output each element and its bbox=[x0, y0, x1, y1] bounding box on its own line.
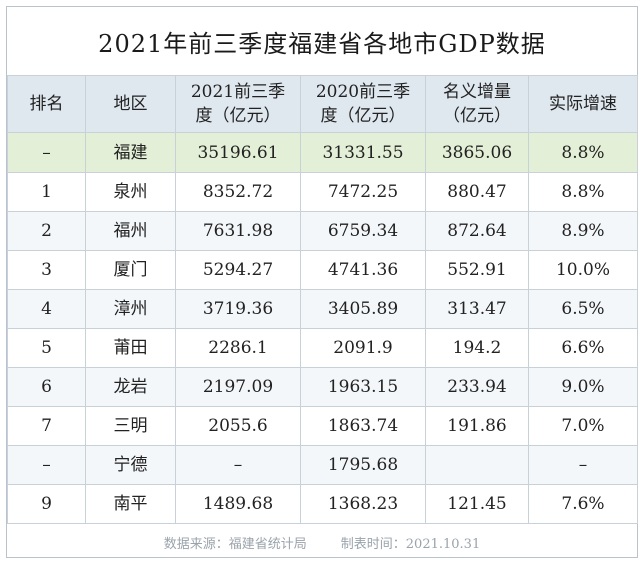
cell-region: 厦门 bbox=[85, 250, 176, 290]
table-row-total: – 福建 35196.61 31331.55 3865.06 8.8% bbox=[7, 132, 638, 173]
cell-gdp-2021: 1489.68 bbox=[175, 484, 301, 524]
cell-increase: 191.86 bbox=[425, 406, 529, 446]
table-footer: 数据来源：福建省统计局 制表时间：2021.10.31 bbox=[7, 524, 637, 560]
gdp-table: 排名 地区 2021前三季 度（亿元） 2020前三季 度（亿元） 名义增量 （… bbox=[7, 75, 638, 524]
cell-rank: 6 bbox=[7, 367, 86, 407]
cell-growth: 8.8% bbox=[528, 172, 638, 212]
table-row: 9 南平 1489.68 1368.23 121.45 7.6% bbox=[7, 484, 638, 524]
cell-gdp-2020: 31331.55 bbox=[300, 132, 426, 173]
table-row: 6 龙岩 2197.09 1963.15 233.94 9.0% bbox=[7, 367, 638, 407]
header-rank: 排名 bbox=[7, 75, 86, 133]
cell-increase: 121.45 bbox=[425, 484, 529, 524]
cell-gdp-2021: 2286.1 bbox=[175, 328, 301, 368]
table-row: 2 福州 7631.98 6759.34 872.64 8.9% bbox=[7, 211, 638, 251]
table-row: 7 三明 2055.6 1863.74 191.86 7.0% bbox=[7, 406, 638, 446]
cell-increase: 194.2 bbox=[425, 328, 529, 368]
cell-rank: – bbox=[7, 132, 86, 173]
cell-gdp-2021: 3719.36 bbox=[175, 289, 301, 329]
cell-rank: 2 bbox=[7, 211, 86, 251]
cell-region: 泉州 bbox=[85, 172, 176, 212]
cell-growth: 8.9% bbox=[528, 211, 638, 251]
cell-region: 莆田 bbox=[85, 328, 176, 368]
cell-growth: 7.0% bbox=[528, 406, 638, 446]
cell-gdp-2021: 7631.98 bbox=[175, 211, 301, 251]
header-gdp-2020: 2020前三季 度（亿元） bbox=[300, 75, 426, 133]
cell-gdp-2020: 1795.68 bbox=[300, 445, 426, 485]
cell-gdp-2020: 6759.34 bbox=[300, 211, 426, 251]
header-increase-line1: 名义增量 bbox=[443, 82, 511, 102]
table-row: 4 漳州 3719.36 3405.89 313.47 6.5% bbox=[7, 289, 638, 329]
cell-rank: 5 bbox=[7, 328, 86, 368]
header-increase-line2: （亿元） bbox=[443, 106, 511, 126]
cell-gdp-2021: 2055.6 bbox=[175, 406, 301, 446]
header-region: 地区 bbox=[85, 75, 176, 133]
cell-region: 三明 bbox=[85, 406, 176, 446]
cell-increase: 3865.06 bbox=[425, 132, 529, 173]
header-gdp-2021-line2: 度（亿元） bbox=[195, 106, 281, 126]
cell-rank: 3 bbox=[7, 250, 86, 290]
table-row: 3 厦门 5294.27 4741.36 552.91 10.0% bbox=[7, 250, 638, 290]
cell-gdp-2021: 5294.27 bbox=[175, 250, 301, 290]
cell-gdp-2021: 35196.61 bbox=[175, 132, 301, 173]
table-header-row: 排名 地区 2021前三季 度（亿元） 2020前三季 度（亿元） 名义增量 （… bbox=[7, 75, 638, 133]
cell-gdp-2021: 8352.72 bbox=[175, 172, 301, 212]
table-row: – 宁德 – 1795.68 – bbox=[7, 445, 638, 485]
cell-rank: 1 bbox=[7, 172, 86, 212]
header-gdp-2020-line1: 2020前三季 bbox=[315, 82, 411, 102]
cell-region: 福建 bbox=[85, 132, 176, 173]
header-growth: 实际增速 bbox=[528, 75, 638, 133]
cell-increase: 552.91 bbox=[425, 250, 529, 290]
table-row: 1 泉州 8352.72 7472.25 880.47 8.8% bbox=[7, 172, 638, 212]
cell-increase bbox=[425, 445, 529, 485]
header-increase: 名义增量 （亿元） bbox=[425, 75, 529, 133]
cell-gdp-2021: 2197.09 bbox=[175, 367, 301, 407]
cell-region: 龙岩 bbox=[85, 367, 176, 407]
header-gdp-2021-line1: 2021前三季 bbox=[190, 82, 286, 102]
cell-gdp-2020: 7472.25 bbox=[300, 172, 426, 212]
cell-increase: 313.47 bbox=[425, 289, 529, 329]
cell-gdp-2020: 2091.9 bbox=[300, 328, 426, 368]
gdp-table-card: 2021年前三季度福建省各地市GDP数据 排名 地区 2021前三季 度（亿元）… bbox=[6, 6, 638, 558]
cell-gdp-2020: 4741.36 bbox=[300, 250, 426, 290]
cell-growth: 6.6% bbox=[528, 328, 638, 368]
cell-region: 漳州 bbox=[85, 289, 176, 329]
cell-rank: 7 bbox=[7, 406, 86, 446]
cell-region: 宁德 bbox=[85, 445, 176, 485]
cell-gdp-2020: 1963.15 bbox=[300, 367, 426, 407]
cell-rank: – bbox=[7, 445, 86, 485]
cell-growth: 6.5% bbox=[528, 289, 638, 329]
cell-gdp-2020: 1368.23 bbox=[300, 484, 426, 524]
header-gdp-2020-line2: 度（亿元） bbox=[320, 106, 406, 126]
cell-increase: 872.64 bbox=[425, 211, 529, 251]
table-row: 5 莆田 2286.1 2091.9 194.2 6.6% bbox=[7, 328, 638, 368]
cell-region: 南平 bbox=[85, 484, 176, 524]
cell-growth: 10.0% bbox=[528, 250, 638, 290]
cell-gdp-2021: – bbox=[175, 445, 301, 485]
table-title: 2021年前三季度福建省各地市GDP数据 bbox=[98, 29, 546, 58]
table-date-note: 制表时间：2021.10.31 bbox=[340, 536, 481, 552]
cell-increase: 880.47 bbox=[425, 172, 529, 212]
data-source-note: 数据来源：福建省统计局 bbox=[163, 536, 307, 552]
header-gdp-2021: 2021前三季 度（亿元） bbox=[175, 75, 301, 133]
cell-increase: 233.94 bbox=[425, 367, 529, 407]
cell-gdp-2020: 1863.74 bbox=[300, 406, 426, 446]
cell-region: 福州 bbox=[85, 211, 176, 251]
cell-growth: 8.8% bbox=[528, 132, 638, 173]
cell-growth: 7.6% bbox=[528, 484, 638, 524]
cell-rank: 4 bbox=[7, 289, 86, 329]
cell-growth: – bbox=[528, 445, 638, 485]
cell-gdp-2020: 3405.89 bbox=[300, 289, 426, 329]
cell-rank: 9 bbox=[7, 484, 86, 524]
cell-growth: 9.0% bbox=[528, 367, 638, 407]
